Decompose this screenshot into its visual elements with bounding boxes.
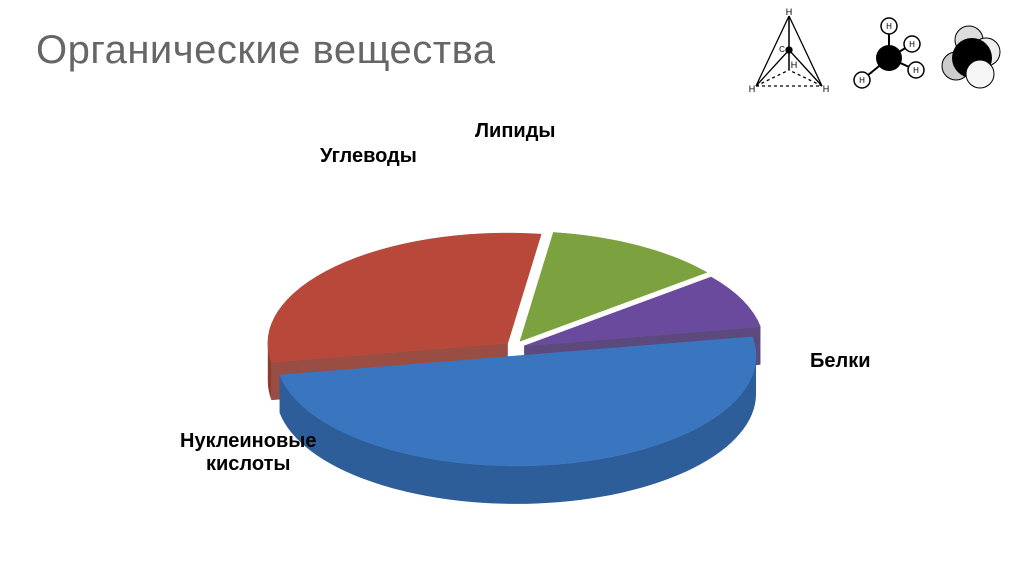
svg-text:C: C: [779, 45, 785, 54]
svg-text:H: H: [823, 84, 830, 94]
svg-text:H: H: [909, 40, 915, 49]
svg-text:H: H: [749, 84, 756, 94]
slice-label: Липиды: [475, 120, 555, 143]
svg-text:H: H: [886, 22, 892, 31]
slice-label: Белки: [810, 350, 871, 373]
pie-chart: Белки Нуклеиновые кислоты Углеводы Липиды: [170, 120, 870, 550]
molecule-diagrams: H H H H C H H H H: [744, 8, 1004, 108]
svg-text:H: H: [791, 60, 798, 70]
spacefill-icon: [942, 26, 1000, 88]
tetrahedron-icon: [756, 16, 822, 86]
svg-text:H: H: [859, 76, 865, 85]
svg-text:H: H: [786, 8, 793, 17]
slice-label: Нуклеиновые кислоты: [180, 430, 316, 476]
svg-text:H: H: [913, 66, 919, 75]
slice-label: Углеводы: [320, 145, 417, 168]
page-title: Органические вещества: [36, 28, 496, 73]
